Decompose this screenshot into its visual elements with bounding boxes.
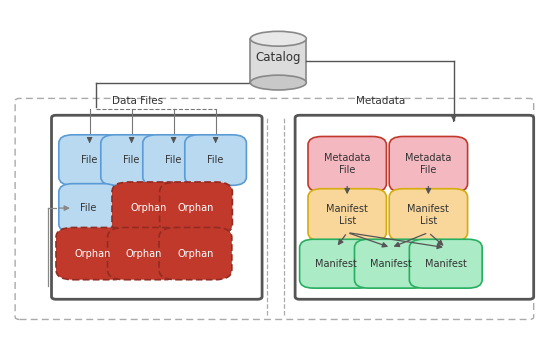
FancyBboxPatch shape: [185, 135, 246, 185]
Text: Orphan: Orphan: [74, 249, 110, 258]
FancyBboxPatch shape: [143, 135, 204, 185]
FancyBboxPatch shape: [409, 239, 482, 288]
Text: Orphan: Orphan: [126, 249, 162, 258]
FancyBboxPatch shape: [389, 189, 468, 241]
Text: File: File: [165, 155, 182, 165]
Text: Manifest: Manifest: [425, 259, 466, 269]
FancyBboxPatch shape: [308, 136, 386, 192]
FancyBboxPatch shape: [59, 184, 118, 233]
FancyBboxPatch shape: [59, 135, 120, 185]
Text: Manifest
List: Manifest List: [326, 204, 368, 226]
FancyBboxPatch shape: [389, 136, 468, 192]
FancyBboxPatch shape: [354, 239, 427, 288]
FancyBboxPatch shape: [101, 135, 162, 185]
FancyBboxPatch shape: [160, 182, 232, 234]
Text: Manifest
List: Manifest List: [408, 204, 449, 226]
Ellipse shape: [250, 75, 306, 90]
Text: Orphan: Orphan: [178, 203, 214, 213]
Text: Catalog: Catalog: [255, 51, 301, 64]
Text: File: File: [207, 155, 224, 165]
Text: Metadata: Metadata: [356, 96, 405, 106]
FancyBboxPatch shape: [308, 189, 386, 241]
Ellipse shape: [250, 31, 306, 46]
FancyBboxPatch shape: [250, 39, 306, 83]
FancyBboxPatch shape: [112, 182, 185, 234]
FancyBboxPatch shape: [108, 227, 180, 280]
Text: Metadata
File: Metadata File: [405, 153, 451, 175]
FancyBboxPatch shape: [159, 227, 232, 280]
FancyBboxPatch shape: [300, 239, 372, 288]
Text: File: File: [80, 203, 96, 213]
Text: Orphan: Orphan: [178, 249, 213, 258]
Text: File: File: [123, 155, 140, 165]
Text: Data Files: Data Files: [111, 96, 163, 106]
Text: File: File: [81, 155, 98, 165]
Text: Orphan: Orphan: [130, 203, 166, 213]
FancyBboxPatch shape: [56, 227, 129, 280]
Text: Manifest: Manifest: [370, 259, 412, 269]
Text: Manifest: Manifest: [315, 259, 357, 269]
Text: Metadata
File: Metadata File: [324, 153, 370, 175]
